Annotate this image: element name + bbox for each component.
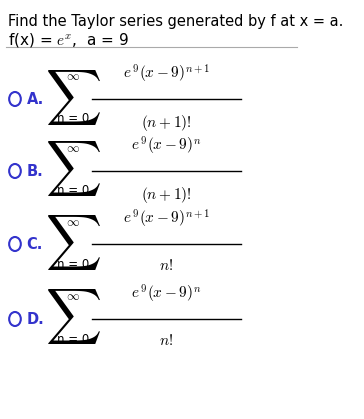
Text: n = 0: n = 0 [57, 184, 90, 197]
Text: $n!$: $n!$ [159, 258, 174, 273]
Text: $\sum$: $\sum$ [45, 67, 101, 127]
Text: $e^{\,9}(x-9)^{n+1}$: $e^{\,9}(x-9)^{n+1}$ [123, 63, 210, 85]
Text: $e^{\,9}(x-9)^{n}$: $e^{\,9}(x-9)^{n}$ [131, 135, 202, 157]
Text: $\infty$: $\infty$ [66, 290, 80, 303]
Text: A.: A. [27, 91, 44, 106]
Text: $e^{\,9}(x-9)^{n}$: $e^{\,9}(x-9)^{n}$ [131, 283, 202, 305]
Text: Find the Taylor series generated by f at x = a.: Find the Taylor series generated by f at… [8, 14, 344, 29]
Text: $\infty$: $\infty$ [66, 70, 80, 83]
Text: $\infty$: $\infty$ [66, 142, 80, 155]
Text: n = 0: n = 0 [57, 333, 90, 346]
Text: $\sum$: $\sum$ [45, 212, 101, 272]
Text: f(x) = $e^x$,  a = 9: f(x) = $e^x$, a = 9 [8, 31, 129, 49]
Text: n = 0: n = 0 [57, 112, 90, 126]
Text: $(n+1)!$: $(n+1)!$ [141, 185, 192, 205]
Text: $(n+1)!$: $(n+1)!$ [141, 113, 192, 133]
Text: $\infty$: $\infty$ [66, 215, 80, 228]
Text: $e^{\,9}(x-9)^{n+1}$: $e^{\,9}(x-9)^{n+1}$ [123, 208, 210, 230]
Text: B.: B. [27, 163, 43, 178]
Text: n = 0: n = 0 [57, 258, 90, 271]
Text: $n!$: $n!$ [159, 333, 174, 348]
Text: $\sum$: $\sum$ [45, 140, 101, 199]
Text: C.: C. [27, 236, 43, 251]
Text: $\sum$: $\sum$ [45, 287, 101, 347]
Text: D.: D. [27, 311, 44, 326]
